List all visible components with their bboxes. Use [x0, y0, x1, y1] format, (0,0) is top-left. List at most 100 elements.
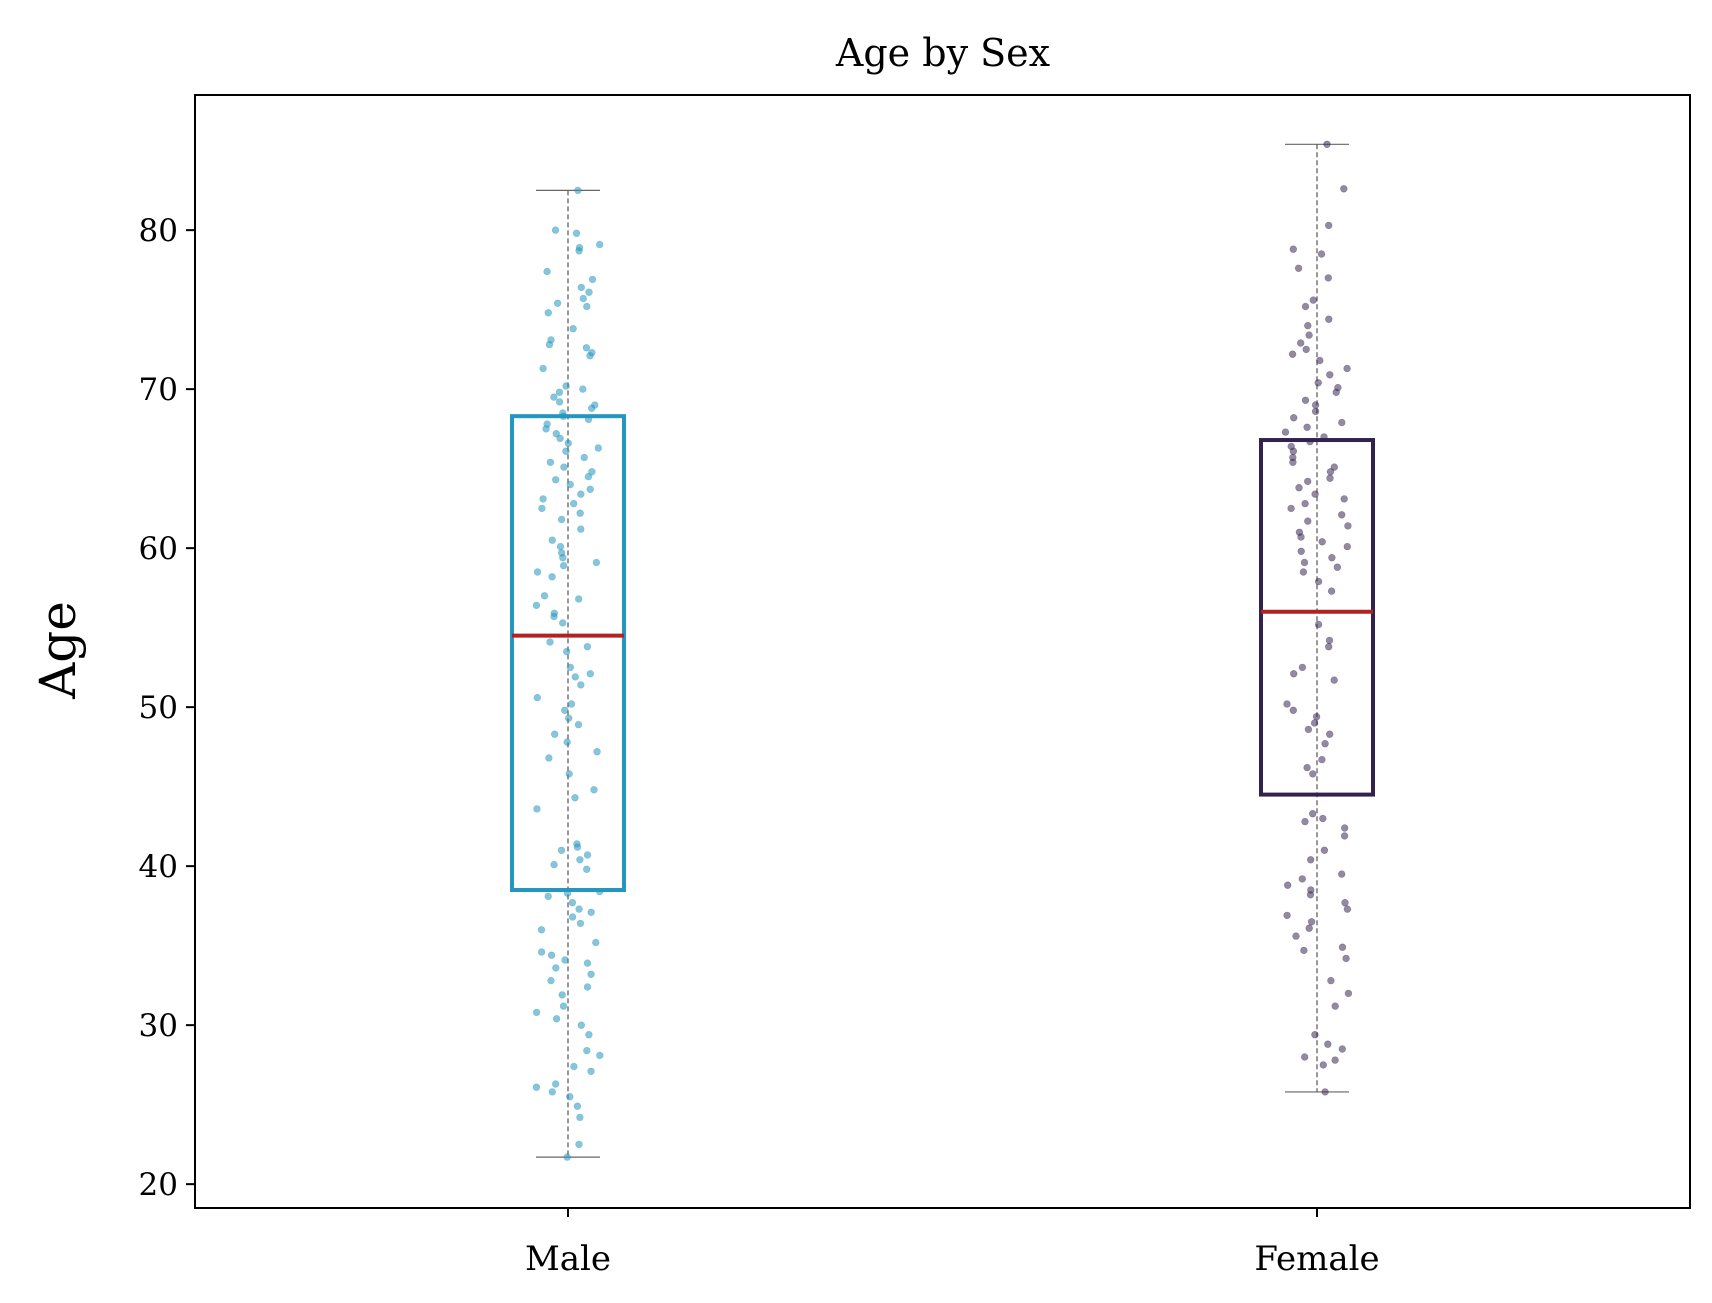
male-data-point — [576, 509, 584, 517]
male-data-point — [595, 240, 604, 249]
male-data-point — [550, 860, 558, 869]
male-data-point — [582, 344, 591, 352]
male-data-point — [586, 485, 594, 493]
male-data-point — [568, 913, 577, 921]
male-data-point — [551, 226, 560, 234]
male-data-point — [540, 592, 549, 600]
male-data-point — [532, 1083, 541, 1091]
female-data-point — [1301, 817, 1309, 826]
female-data-point — [1337, 870, 1346, 878]
male-data-point — [575, 247, 583, 255]
female-data-point — [1312, 712, 1321, 721]
female-data-point — [1341, 898, 1349, 907]
male-data-point — [567, 700, 576, 708]
female-data-point — [1296, 339, 1305, 347]
male-data-point — [551, 476, 560, 484]
male-data-point — [556, 434, 564, 443]
male-data-point — [571, 794, 579, 802]
female-data-point — [1321, 1088, 1329, 1096]
male-data-point — [566, 480, 574, 489]
male-data-point — [545, 754, 553, 762]
male-data-point — [587, 908, 595, 916]
male-data-point — [574, 595, 583, 603]
female-data-point — [1311, 401, 1320, 409]
female-data-point — [1324, 221, 1333, 230]
male-data-point — [548, 536, 556, 544]
male-data-point — [577, 490, 585, 498]
female-data-point — [1309, 770, 1317, 778]
male-data-point — [583, 642, 592, 651]
female-data-point — [1305, 924, 1313, 932]
male-data-point — [583, 959, 592, 967]
female-data-point — [1338, 943, 1347, 951]
female-data-point — [1283, 700, 1291, 708]
female-data-point — [1318, 538, 1326, 546]
female-data-point — [1326, 371, 1334, 379]
male-data-point — [538, 504, 546, 513]
male-data-point — [560, 463, 568, 471]
male-data-point — [557, 846, 566, 854]
female-data-point — [1295, 484, 1303, 492]
male-data-point — [588, 468, 596, 476]
female-data-point — [1299, 568, 1308, 576]
male-data-point — [594, 444, 602, 452]
chart-title: Age by Sex — [835, 31, 1050, 75]
male-data-point — [573, 843, 582, 851]
male-data-point — [572, 229, 581, 238]
female-data-point — [1311, 490, 1319, 498]
male-data-point — [583, 983, 592, 991]
male-data-point — [552, 1015, 561, 1023]
male-data-point — [555, 388, 564, 396]
female-data-point — [1320, 846, 1329, 854]
female-data-point — [1294, 264, 1303, 272]
male-data-point — [593, 747, 601, 756]
female-data-point — [1330, 676, 1338, 684]
x-tick-label-male: Male — [525, 1239, 611, 1279]
female-data-point — [1297, 533, 1305, 541]
plot-frame — [194, 94, 1691, 1209]
male-data-point — [553, 299, 562, 307]
female-data-point — [1343, 364, 1351, 373]
female-data-point — [1343, 905, 1352, 913]
male-data-point — [586, 670, 594, 678]
male-data-point — [548, 573, 556, 581]
female-data-point — [1311, 1030, 1319, 1039]
male-data-point — [590, 786, 598, 794]
male-data-point — [560, 706, 569, 714]
male-data-point — [546, 638, 554, 646]
male-data-point — [555, 398, 564, 406]
male-data-point — [579, 294, 587, 303]
male-data-point — [577, 681, 585, 689]
male-data-point — [579, 385, 587, 393]
y-tick-label: 70 — [139, 372, 178, 408]
male-data-point — [570, 1062, 578, 1071]
male-data-point — [585, 288, 593, 296]
female-data-point — [1308, 809, 1317, 818]
male-data-point — [569, 325, 577, 333]
male-data-point — [557, 515, 566, 524]
female-data-point — [1332, 388, 1340, 396]
male-data-point — [583, 851, 592, 859]
female-data-point — [1318, 755, 1326, 764]
axes: Male Female 20 30 40 50 60 70 80 — [139, 213, 1380, 1279]
male-data-point — [577, 283, 585, 292]
male-data-point — [542, 425, 550, 433]
male-data-point — [543, 267, 551, 276]
male-data-point — [580, 453, 588, 462]
male-data-point — [566, 1092, 574, 1101]
female-data-point — [1300, 558, 1309, 567]
female-data-point — [1324, 1040, 1332, 1048]
male-data-point — [544, 309, 552, 317]
male-data-point — [563, 738, 571, 746]
female-data-point — [1303, 423, 1311, 431]
female-data-point — [1281, 428, 1290, 436]
female-data-point — [1304, 321, 1312, 330]
female-data-point — [1325, 730, 1334, 738]
male-data-point — [551, 1080, 560, 1088]
female-data-point — [1289, 414, 1298, 422]
female-data-point — [1319, 1061, 1328, 1069]
male-data-point — [550, 730, 559, 738]
female-data-point — [1304, 517, 1312, 525]
male-data-point — [545, 340, 554, 349]
female-data-point — [1344, 522, 1352, 530]
